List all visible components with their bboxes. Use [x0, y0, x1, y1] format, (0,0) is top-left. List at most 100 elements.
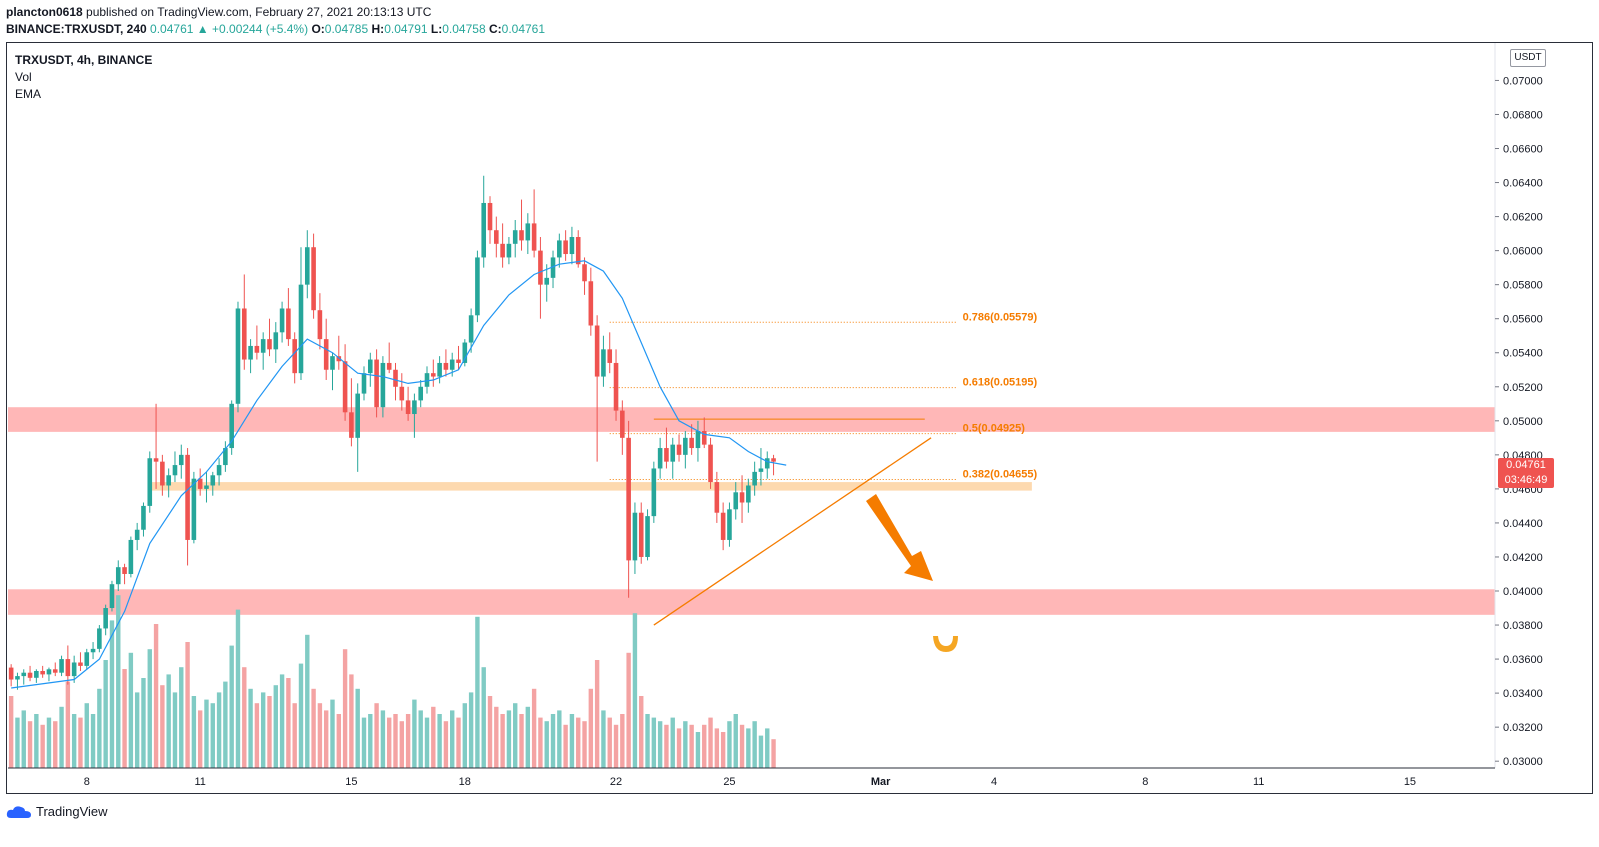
- candle-body: [620, 410, 625, 438]
- volume-bar: [437, 714, 442, 768]
- legend-ema[interactable]: EMA: [15, 87, 42, 101]
- volume-bar: [172, 692, 178, 768]
- volume-bar: [601, 710, 606, 768]
- candle-body: [115, 567, 121, 585]
- price-tick-label: 0.05600: [1503, 314, 1543, 326]
- candle-body: [141, 505, 146, 530]
- volume-bar: [418, 710, 423, 768]
- candle-body: [638, 512, 644, 557]
- candle-body: [689, 437, 694, 449]
- volume-bar: [122, 669, 127, 768]
- volume-bar: [695, 732, 701, 768]
- zone-support: [8, 589, 1495, 615]
- candle-body: [65, 659, 71, 677]
- legend-symbol[interactable]: TRXUSDT, 4h, BINANCE: [15, 53, 153, 67]
- volume-bar: [752, 721, 757, 768]
- volume-bar: [702, 724, 707, 768]
- fib-label: 0.5(0.04925): [963, 423, 1026, 435]
- volume-bar: [450, 710, 455, 768]
- candle-body: [651, 468, 657, 517]
- candle-body: [317, 310, 323, 340]
- volume-bar: [683, 721, 688, 768]
- volume-bar: [40, 724, 45, 768]
- candle-body: [128, 539, 134, 574]
- candle-body: [84, 652, 90, 666]
- volume-bar: [134, 692, 140, 768]
- volume-bar: [475, 616, 480, 768]
- close-value: 0.04761: [501, 22, 546, 36]
- candle-body: [701, 431, 707, 445]
- candle-body: [746, 485, 751, 503]
- candle-body: [279, 308, 285, 333]
- candle-body: [355, 393, 360, 438]
- ohlc-line: BINANCE:TRXUSDT, 240 0.04761 ▲ +0.00244 …: [6, 22, 545, 36]
- candle-body: [739, 492, 745, 503]
- candle-body: [758, 468, 764, 472]
- volume-bar: [65, 681, 71, 768]
- price-tick-label: 0.04000: [1503, 586, 1543, 598]
- volume-bar: [632, 613, 638, 768]
- publisher-name[interactable]: plancton0618: [6, 5, 83, 19]
- volume-bar: [279, 674, 285, 768]
- time-axis: 8 11 15 18 22 25 Mar 4 8 11 15: [8, 767, 1495, 788]
- price-tick-label: 0.03400: [1503, 688, 1543, 700]
- candle-body: [456, 359, 461, 363]
- volume-bar: [342, 649, 348, 768]
- price-tick-label: 0.05400: [1503, 348, 1543, 360]
- fib-label: 0.786(0.05579): [963, 311, 1038, 323]
- volume-bar: [53, 721, 58, 768]
- volume-bar: [431, 706, 436, 768]
- volume-bar: [639, 696, 644, 768]
- published-text: published on TradingView.com, February 2…: [82, 5, 432, 19]
- low-label: L:: [430, 22, 443, 36]
- time-tick-label: 11: [1253, 776, 1264, 788]
- candle-body: [40, 670, 45, 675]
- candle-body: [122, 567, 127, 574]
- candle-body: [664, 448, 669, 462]
- volume-bar: [254, 703, 260, 768]
- candle-body: [361, 373, 367, 394]
- candle-body: [531, 223, 537, 251]
- price-tick-label: 0.03600: [1503, 654, 1543, 666]
- candle-body: [494, 230, 499, 244]
- volume-bar: [8, 696, 14, 768]
- volume-bar: [349, 674, 354, 768]
- tradingview-logo[interactable]: TradingView: [6, 804, 108, 819]
- volume-bar: [481, 667, 486, 768]
- price-axis: 0.07000 0.06800 0.06600 0.06400 0.06200 0.060…: [1494, 43, 1543, 768]
- volume-bar: [412, 699, 417, 768]
- candle-body: [727, 509, 732, 540]
- close-label: C:: [488, 22, 502, 36]
- volume-bar: [714, 728, 720, 768]
- candle-body: [260, 339, 266, 353]
- volume-bar: [78, 717, 83, 768]
- currency-unit[interactable]: USDT: [1510, 49, 1546, 67]
- volume-bar: [109, 620, 115, 768]
- candle-body: [714, 482, 720, 513]
- legend-vol[interactable]: Vol: [15, 70, 32, 84]
- candle-body: [21, 672, 27, 677]
- volume-bar: [34, 714, 39, 768]
- volume-bar: [141, 678, 146, 768]
- volume-bar: [27, 721, 33, 768]
- chart-frame[interactable]: [6, 42, 1593, 794]
- volume-bar: [229, 645, 234, 768]
- volume-bar: [153, 624, 159, 768]
- candle-body: [462, 342, 468, 363]
- candle-body: [771, 458, 776, 462]
- candle-body: [286, 308, 291, 340]
- volume-bar: [368, 714, 373, 768]
- candle-body: [172, 465, 178, 476]
- volume-bar: [336, 714, 341, 768]
- high-label: H:: [371, 22, 385, 36]
- volume-bar: [594, 660, 600, 768]
- volume-bar: [223, 681, 228, 768]
- time-tick-label: 18: [459, 776, 471, 788]
- candle-body: [59, 659, 64, 673]
- candle-body: [178, 454, 184, 466]
- volume-bar: [179, 667, 184, 768]
- candle-body: [267, 339, 272, 350]
- volume-bar: [500, 714, 505, 768]
- volume-bar: [90, 714, 96, 768]
